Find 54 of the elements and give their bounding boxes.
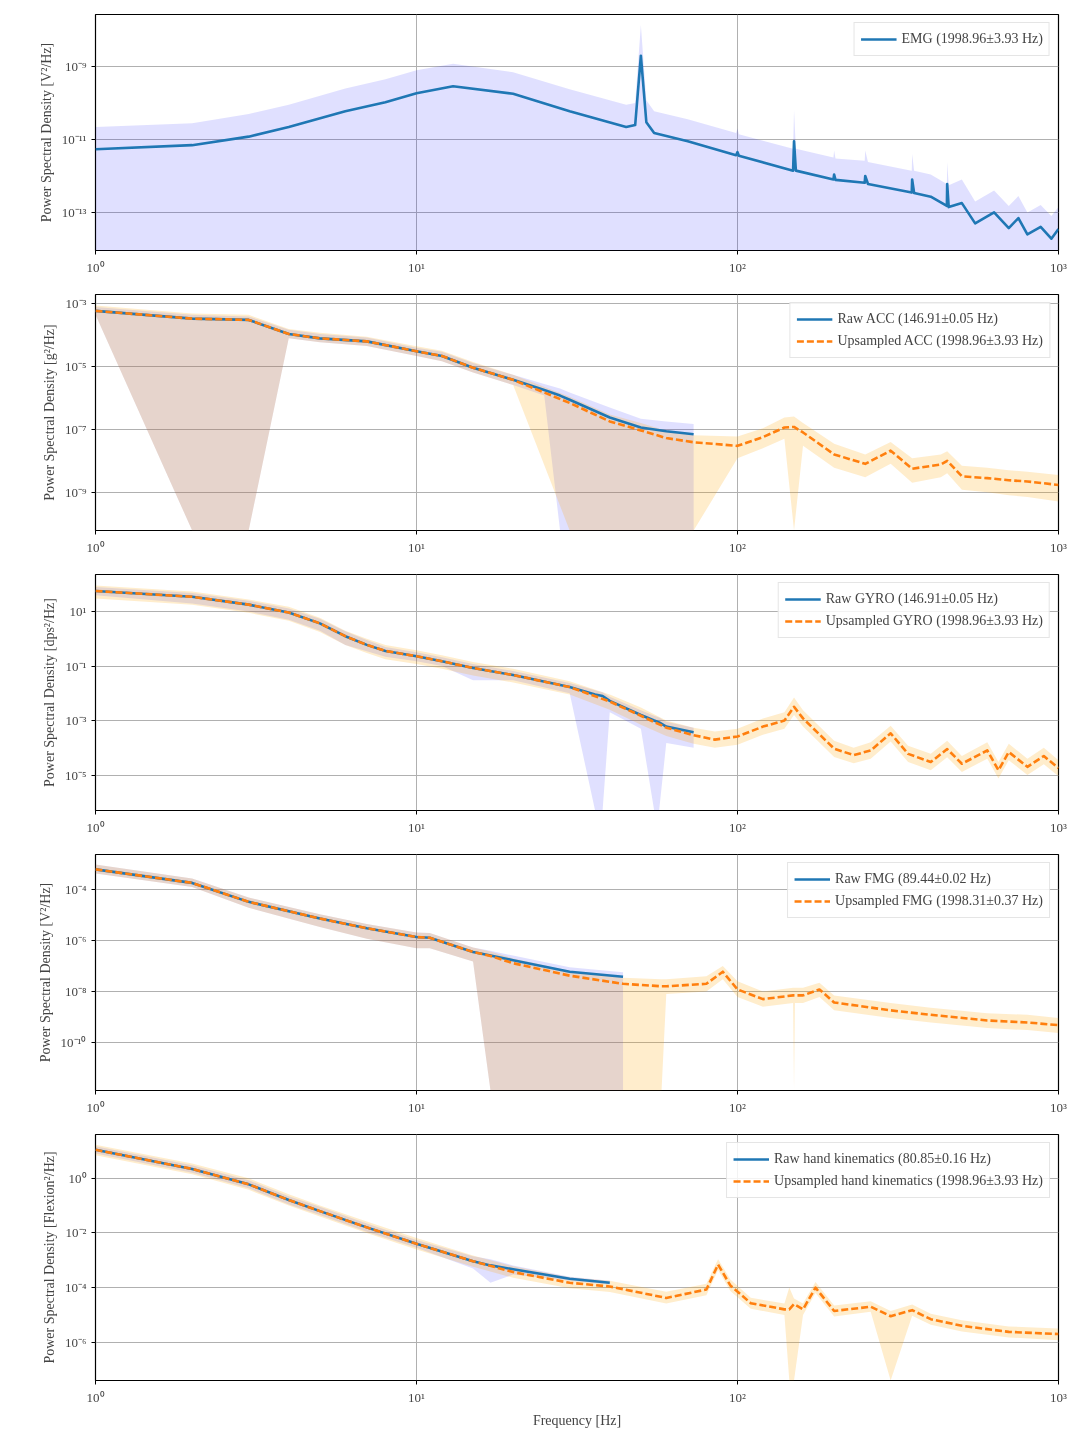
x-tick-label: 10¹	[408, 1099, 426, 1115]
y-tick-label: 10⁻⁴	[64, 882, 87, 898]
x-tick-label: 10²	[729, 259, 747, 275]
y-tick-label: 10⁻²	[65, 1225, 87, 1241]
legend-label: Upsampled hand kinematics (1998.96±3.93 Hz)	[774, 1173, 1043, 1189]
x-tick-label: 10⁰	[86, 1099, 105, 1115]
legend-label: Raw ACC (146.91±0.05 Hz)	[837, 311, 998, 327]
x-tick-label: 10¹	[408, 819, 426, 835]
y-tick-label: 10¹	[69, 604, 87, 620]
x-tick-label: 10⁰	[86, 539, 105, 555]
y-axis-title: Power Spectral Density [g²/Hz]	[41, 324, 57, 501]
y-tick-label: 10⁻³	[65, 713, 87, 729]
y-tick-label: 10⁻⁶	[64, 933, 87, 949]
x-tick-label: 10³	[1050, 259, 1068, 275]
x-tick-label: 10³	[1050, 539, 1068, 555]
legend-label: Raw GYRO (146.91±0.05 Hz)	[825, 591, 998, 607]
y-tick-label: 10⁻⁹	[64, 484, 87, 500]
x-tick-label: 10³	[1050, 1099, 1068, 1115]
y-tick-label: 10⁻⁷	[64, 421, 87, 437]
x-tick-label: 10⁰	[86, 819, 105, 835]
y-tick-label: 10⁻⁸	[64, 983, 87, 999]
y-tick-label: 10⁻⁹	[64, 59, 87, 75]
x-tick-label: 10²	[729, 1389, 747, 1405]
y-axis-title: Power Spectral Density [V²/Hz]	[38, 42, 54, 223]
x-tick-label: 10⁰	[86, 1389, 105, 1405]
x-tick-label: 10²	[729, 819, 747, 835]
x-axis-title: Frequency [Hz]	[532, 1412, 622, 1428]
legend-label: Upsampled GYRO (1998.96±3.93 Hz)	[825, 613, 1043, 629]
x-tick-label: 10¹	[408, 259, 426, 275]
y-tick-label: 10⁻¹⁰	[60, 1034, 87, 1050]
x-tick-label: 10¹	[408, 1389, 426, 1405]
y-axis-title: Power Spectral Density [V²/Hz]	[37, 882, 53, 1063]
y-tick-label: 10⁻⁵	[64, 767, 87, 783]
y-axis-title: Power Spectral Density [Flexion²/Hz]	[41, 1151, 57, 1364]
x-tick-label: 10²	[729, 1099, 747, 1115]
x-tick-label: 10³	[1050, 819, 1068, 835]
y-tick-label: 10⁻³	[65, 296, 87, 312]
legend-label: Raw FMG (89.44±0.02 Hz)	[835, 871, 991, 887]
x-tick-label: 10⁰	[86, 259, 105, 275]
legend-label: Upsampled FMG (1998.31±0.37 Hz)	[835, 893, 1043, 909]
y-tick-label: 10⁻¹¹	[61, 132, 87, 148]
legend-label: Raw hand kinematics (80.85±0.16 Hz)	[774, 1151, 991, 1167]
y-tick-label: 10⁻¹³	[61, 204, 87, 220]
y-tick-label: 10⁻⁵	[64, 359, 87, 375]
y-axis-title: Power Spectral Density [dps²/Hz]	[41, 598, 57, 787]
legend-label: EMG (1998.96±3.93 Hz)	[901, 31, 1043, 47]
y-tick-label: 10⁻⁶	[64, 1334, 87, 1350]
x-tick-label: 10²	[729, 539, 747, 555]
y-tick-label: 10⁰	[68, 1170, 87, 1186]
x-tick-label: 10³	[1050, 1389, 1068, 1405]
y-tick-label: 10⁻⁴	[64, 1280, 87, 1296]
legend-label: Upsampled ACC (1998.96±3.93 Hz)	[837, 333, 1043, 349]
y-tick-label: 10⁻¹	[65, 658, 87, 674]
x-tick-label: 10¹	[408, 539, 426, 555]
